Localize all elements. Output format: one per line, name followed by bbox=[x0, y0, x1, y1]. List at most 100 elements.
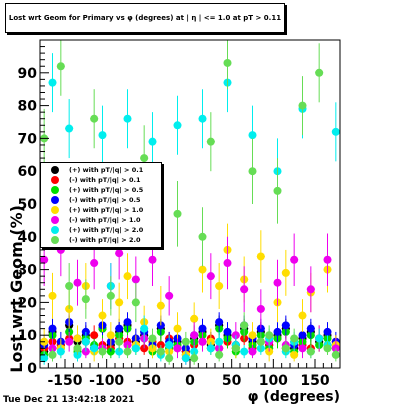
data-point bbox=[323, 344, 332, 353]
y-tick-label: 60 bbox=[18, 164, 38, 180]
data-point bbox=[106, 291, 115, 300]
data-point bbox=[48, 324, 57, 333]
x-tick-label: -100 bbox=[89, 373, 124, 389]
data-point bbox=[98, 347, 107, 356]
data-point bbox=[148, 334, 157, 343]
x-tick-label: 100 bbox=[259, 373, 288, 389]
data-point bbox=[306, 324, 315, 333]
data-point bbox=[131, 298, 140, 307]
data-point bbox=[240, 347, 249, 356]
x-tick-label: 0 bbox=[185, 373, 195, 389]
timestamp: Tue Dec 21 13:42:18 2021 bbox=[3, 395, 135, 405]
data-point bbox=[131, 275, 140, 284]
data-point bbox=[165, 354, 174, 363]
data-point bbox=[215, 337, 224, 346]
data-point bbox=[56, 62, 65, 71]
data-point bbox=[298, 331, 307, 340]
data-point bbox=[123, 318, 132, 327]
data-point bbox=[65, 282, 74, 290]
legend-marker bbox=[51, 206, 59, 214]
y-tick-label: 90 bbox=[18, 66, 38, 82]
y-tick-label: 10 bbox=[18, 328, 38, 344]
data-point bbox=[198, 337, 207, 346]
data-point bbox=[181, 354, 190, 363]
data-point bbox=[323, 327, 332, 336]
legend-label: (+) with pT/|q| > 0.5 bbox=[69, 186, 144, 194]
legend-marker bbox=[51, 176, 59, 184]
data-point bbox=[231, 344, 240, 353]
data-point bbox=[165, 291, 174, 300]
data-point bbox=[256, 252, 265, 261]
data-point bbox=[123, 272, 132, 281]
data-point bbox=[90, 114, 99, 123]
x-tick-label: 50 bbox=[222, 373, 242, 389]
data-point bbox=[140, 154, 149, 163]
data-point bbox=[40, 255, 49, 264]
legend-marker bbox=[51, 186, 59, 194]
data-point bbox=[206, 272, 215, 281]
x-tick-label: 150 bbox=[300, 373, 329, 389]
legend-label: (-) with pT/|q| > 2.0 bbox=[69, 236, 141, 244]
legend-label: (+) with pT/|q| > 1.0 bbox=[69, 206, 144, 214]
y-tick-label: 70 bbox=[18, 131, 38, 147]
data-point bbox=[148, 137, 157, 146]
data-point bbox=[323, 255, 332, 264]
data-point bbox=[140, 324, 149, 333]
data-point bbox=[256, 337, 265, 346]
y-tick-label: 40 bbox=[18, 230, 38, 246]
x-axis-label: φ (degrees) bbox=[248, 389, 340, 405]
data-point bbox=[240, 285, 249, 294]
data-point bbox=[240, 321, 249, 330]
data-point bbox=[206, 344, 215, 353]
data-point bbox=[156, 347, 165, 356]
data-point bbox=[315, 68, 324, 77]
data-point bbox=[81, 295, 90, 304]
data-point bbox=[115, 324, 124, 333]
data-point bbox=[223, 58, 232, 67]
legend-marker bbox=[51, 166, 59, 174]
data-point bbox=[198, 232, 207, 241]
data-point bbox=[248, 131, 257, 140]
data-point bbox=[273, 327, 282, 336]
legend-label: (-) with pT/|q| > 1.0 bbox=[69, 216, 141, 224]
data-point bbox=[173, 344, 182, 353]
data-point bbox=[115, 298, 124, 307]
data-point bbox=[190, 331, 199, 340]
legend-label: (+) with pT/|q| > 0.1 bbox=[69, 166, 144, 174]
data-point bbox=[198, 265, 207, 274]
legend-entry: (-) with pT/|q| > 0.5 bbox=[41, 195, 161, 205]
data-point bbox=[265, 331, 274, 340]
data-point bbox=[173, 209, 182, 218]
data-point bbox=[73, 334, 82, 343]
series-8 bbox=[40, 40, 340, 365]
data-point bbox=[123, 347, 132, 356]
data-point bbox=[131, 344, 140, 353]
data-point bbox=[90, 259, 99, 268]
legend-label: (-) with pT/|q| > 0.1 bbox=[69, 176, 141, 184]
legend: (+) with pT/|q| > 0.1 (-) with pT/|q| > 0… bbox=[40, 162, 162, 248]
data-point bbox=[281, 321, 290, 330]
data-point bbox=[256, 304, 265, 313]
data-point bbox=[156, 301, 165, 310]
y-tick-label: 80 bbox=[18, 99, 38, 115]
data-point bbox=[215, 282, 224, 290]
data-point bbox=[90, 344, 99, 353]
data-point bbox=[123, 114, 132, 123]
y-tick-label: 0 bbox=[27, 361, 37, 377]
y-tick-label: 30 bbox=[18, 263, 38, 279]
chart-title: Lost wrt Geom for Primary vs φ (degrees)… bbox=[5, 3, 285, 33]
legend-label: (+) with pT/|q| > 2.0 bbox=[69, 226, 144, 234]
y-axis-label: Lost wrt Geom (%) bbox=[7, 205, 26, 373]
data-point bbox=[298, 344, 307, 353]
data-point bbox=[223, 327, 232, 336]
data-point bbox=[48, 350, 57, 359]
data-point bbox=[298, 101, 307, 110]
legend-entry: (+) with pT/|q| > 0.5 bbox=[41, 185, 161, 195]
data-point bbox=[306, 285, 315, 294]
data-point bbox=[173, 324, 182, 333]
data-point bbox=[40, 354, 49, 363]
legend-label: (-) with pT/|q| > 0.5 bbox=[69, 196, 141, 204]
data-point bbox=[223, 259, 232, 268]
data-point bbox=[248, 167, 257, 176]
data-point bbox=[198, 114, 207, 123]
